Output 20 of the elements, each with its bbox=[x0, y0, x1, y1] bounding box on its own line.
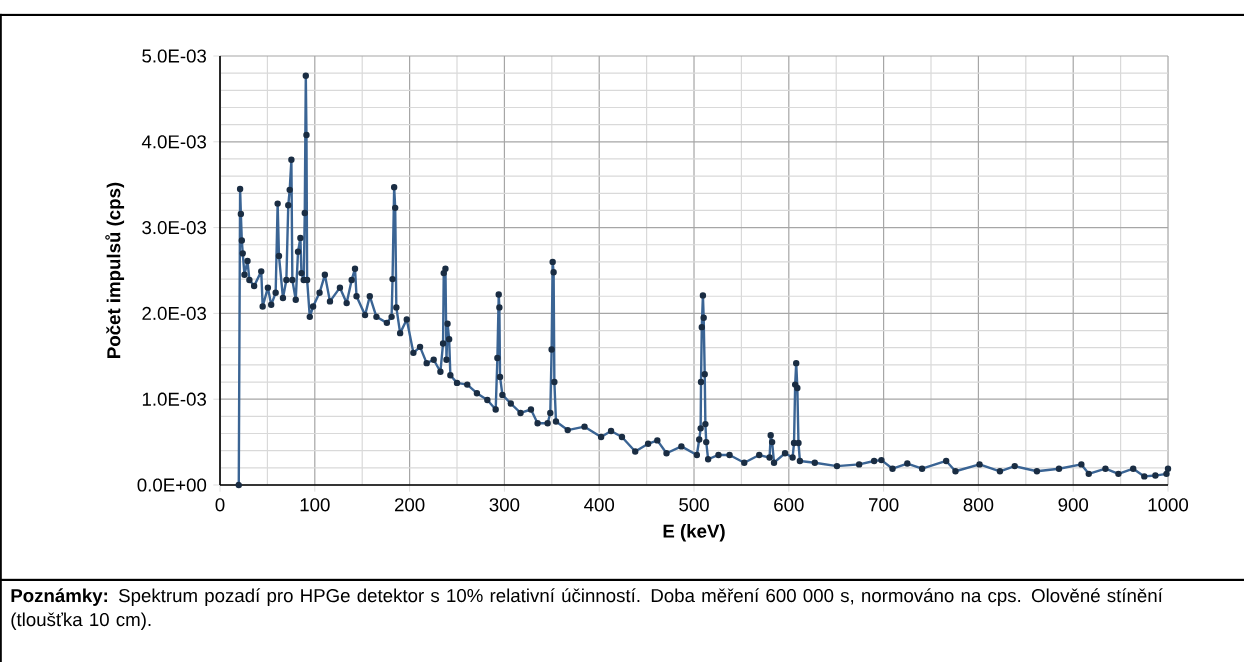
y-axis-title: Počet impulsů (cps) bbox=[105, 182, 125, 358]
text: Poznámky: Spektrum pozadí pro HPGe detektor s 10% relativní účinností. Doba měření 600 000 s, normováno na cps. Olověné stínění (tloušťka 10 cm). bbox=[11, 588, 1163, 630]
x-tick-label: 600 bbox=[774, 498, 804, 512]
y-tick-label: 0.0E+00 bbox=[137, 478, 207, 492]
x-tick-label: 200 bbox=[394, 498, 425, 512]
x-tick-label: 100 bbox=[300, 498, 330, 512]
x-tick-label: 500 bbox=[679, 498, 709, 512]
x-axis-title: E (keV) bbox=[663, 524, 725, 542]
x-tick-label: 900 bbox=[1058, 498, 1089, 512]
y-tick-label: 4.0E-03 bbox=[141, 135, 207, 149]
y-tick-label: 2.0E-03 bbox=[142, 306, 207, 321]
y-tick-label: 3.0E-03 bbox=[142, 220, 207, 235]
x-tick-label: 400 bbox=[584, 498, 615, 512]
x-tick-label: 700 bbox=[869, 498, 899, 512]
x-tick-label: 800 bbox=[963, 498, 994, 512]
x-tick-label: 300 bbox=[489, 498, 520, 512]
x-tick-label: 0 bbox=[215, 498, 225, 512]
x-tick-label: 1000 bbox=[1148, 498, 1189, 512]
y-tick-label: 5.0E-03 bbox=[142, 49, 207, 63]
y-tick-label: 1.0E-03 bbox=[142, 392, 207, 406]
